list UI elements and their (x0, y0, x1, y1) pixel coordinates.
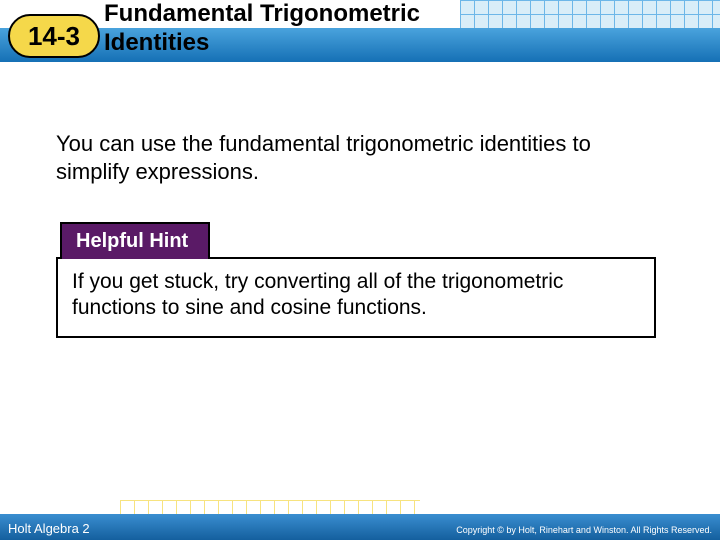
grid-pattern-bottom (120, 500, 420, 514)
body-paragraph: You can use the fundamental trigonometri… (56, 130, 660, 185)
copyright-text: Copyright © by Holt, Rinehart and Winsto… (456, 525, 712, 535)
title-line-1: Fundamental Trigonometric (104, 0, 420, 29)
lesson-number-text: 14-3 (28, 21, 80, 52)
page-title: Fundamental Trigonometric Identities (104, 0, 420, 58)
hint-tab-label: Helpful Hint (60, 222, 210, 259)
title-line-2: Identities (104, 29, 420, 58)
lesson-number-badge: 14-3 (8, 14, 100, 58)
hint-box: Helpful Hint If you get stuck, try conve… (56, 222, 656, 338)
hint-body-text: If you get stuck, try converting all of … (56, 257, 656, 338)
book-title: Holt Algebra 2 (8, 521, 90, 536)
